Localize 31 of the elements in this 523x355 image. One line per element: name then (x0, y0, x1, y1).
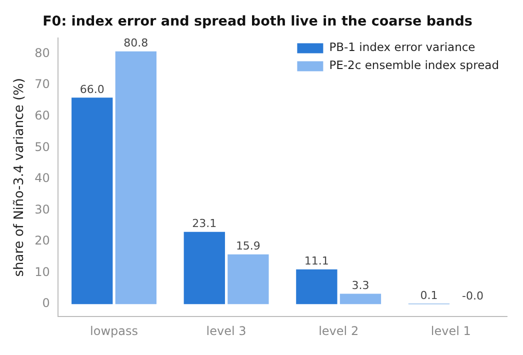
data-label: 3.3 (352, 279, 370, 292)
data-label: 11.1 (304, 254, 329, 268)
data-label: 15.9 (236, 240, 260, 253)
bar (296, 269, 338, 304)
bar (340, 294, 382, 304)
x-tick-label: level 1 (430, 324, 471, 338)
data-label: 0.1 (420, 289, 438, 302)
data-label: 66.0 (80, 82, 104, 96)
chart-title: F0: index error and spread both live in the coarse bands (42, 14, 472, 30)
legend-label: PB-1 index error variance (329, 40, 476, 54)
data-label: 23.1 (192, 217, 217, 230)
y-tick-label: 60 (34, 108, 50, 123)
x-tick-label: level 2 (318, 324, 359, 338)
x-tick-label: lowpass (90, 324, 138, 338)
bar (72, 98, 113, 304)
x-tick-label: level 3 (206, 324, 246, 338)
data-label: -0.0 (462, 289, 484, 302)
legend-label: PE-2c ensemble index spread (329, 58, 499, 72)
bar (184, 232, 225, 304)
y-tick-label: 30 (34, 202, 50, 216)
y-tick-label: 40 (34, 171, 50, 186)
y-tick-label: 70 (34, 77, 50, 92)
y-tick-label: 50 (34, 140, 50, 154)
bar (228, 254, 269, 304)
y-tick-label: 0 (42, 296, 50, 310)
y-tick-label: 10 (34, 264, 50, 279)
y-tick-label: 20 (34, 234, 50, 248)
y-tick-label: 80 (34, 46, 50, 60)
y-axis-title: share of Niño-3.4 variance (%) (12, 78, 28, 277)
bar (115, 51, 156, 304)
data-label: 80.8 (124, 36, 148, 50)
